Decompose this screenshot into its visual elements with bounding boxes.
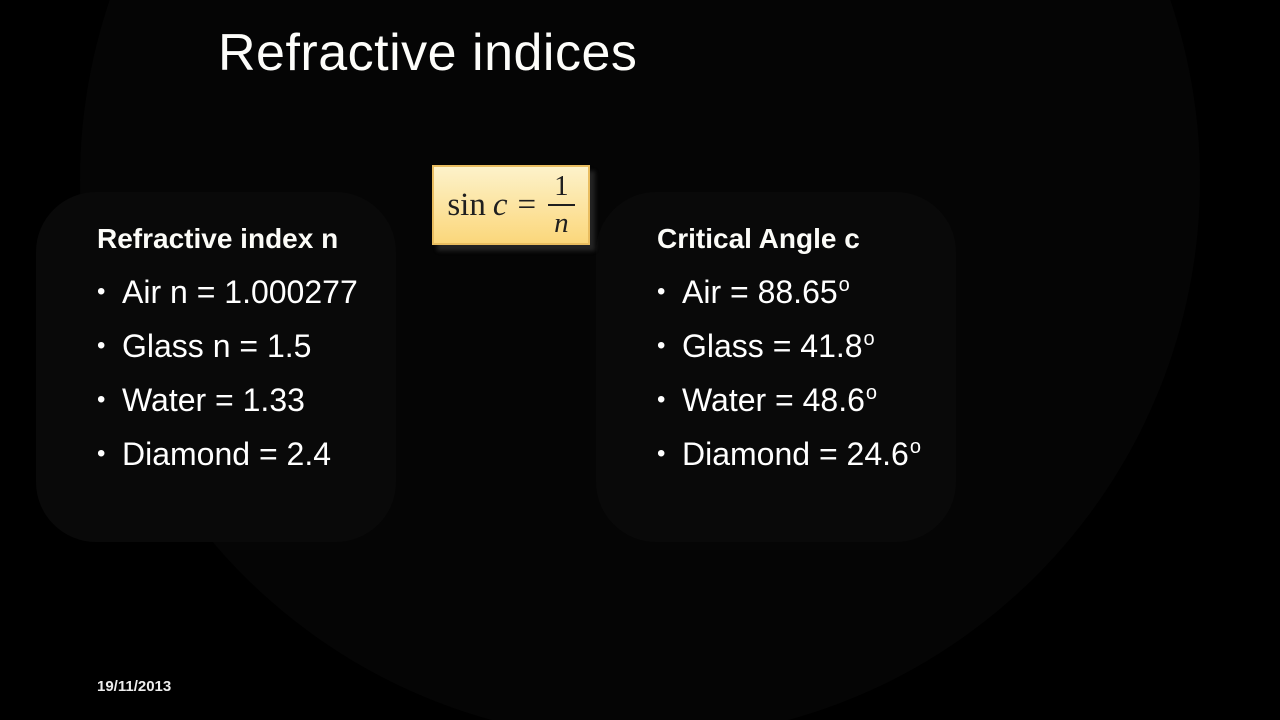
refractive-index-panel: Refractive index n • Air n = 1.000277 • … — [97, 223, 577, 481]
bullet-icon: • — [657, 331, 666, 359]
critical-angle-panel: Critical Angle c • Air = 88.65o • Glass … — [657, 223, 1137, 481]
list-item-text: Diamond = 2.4 — [122, 435, 332, 472]
list-item-text: Water = 48.6o — [682, 381, 878, 418]
formula-equals-sign: = — [517, 186, 537, 223]
formula-numerator: 1 — [548, 172, 575, 206]
slide-date: 19/11/2013 — [97, 678, 172, 695]
list-item-text: Air = 88.65o — [682, 273, 850, 310]
refractive-item-water: • Water = 1.33 — [97, 373, 577, 427]
critical-angle-item-water: • Water = 48.6o — [657, 373, 1137, 427]
critical-angle-list: • Air = 88.65o • Glass = 41.8o • Water =… — [657, 265, 1137, 481]
bullet-icon: • — [97, 331, 106, 359]
critical-angle-formula-box: sin c = 1 n — [432, 165, 590, 245]
background-shape-right-panel — [596, 192, 956, 542]
bullet-icon: • — [657, 277, 666, 305]
critical-angle-item-glass: • Glass = 41.8o — [657, 319, 1137, 373]
critical-angle-item-diamond: • Diamond = 24.6o — [657, 427, 1137, 481]
list-item-text: Air n = 1.000277 — [122, 273, 358, 310]
bullet-icon: • — [657, 439, 666, 467]
critical-angle-heading: Critical Angle c — [657, 223, 860, 254]
bullet-icon: • — [97, 277, 106, 305]
formula-variable-c: c — [492, 186, 508, 223]
degree-superscript: o — [838, 274, 850, 297]
bullet-icon: • — [657, 385, 666, 413]
refractive-index-heading: Refractive index n — [97, 223, 339, 254]
list-item-text: Glass n = 1.5 — [122, 327, 312, 364]
background-shape-left-panel — [36, 192, 396, 542]
list-item-text: Diamond = 24.6o — [682, 435, 921, 472]
degree-superscript: o — [865, 382, 878, 405]
slide-title: Refractive indices — [218, 24, 638, 82]
formula-sin-function: sin — [447, 186, 486, 223]
refractive-item-air: • Air n = 1.000277 — [97, 265, 577, 319]
degree-superscript: o — [909, 436, 921, 459]
list-item-text: Water = 1.33 — [122, 381, 305, 418]
critical-angle-item-air: • Air = 88.65o — [657, 265, 1137, 319]
refractive-index-list: • Air n = 1.000277 • Glass n = 1.5 • Wat… — [97, 265, 577, 481]
bullet-icon: • — [97, 385, 106, 413]
formula-denominator: n — [554, 207, 569, 239]
list-item-text: Glass = 41.8o — [682, 327, 875, 364]
formula-fraction: 1 n — [548, 172, 575, 238]
bullet-icon: • — [97, 439, 106, 467]
degree-superscript: o — [863, 328, 875, 351]
refractive-item-diamond: • Diamond = 2.4 — [97, 427, 577, 481]
refractive-item-glass: • Glass n = 1.5 — [97, 319, 577, 373]
